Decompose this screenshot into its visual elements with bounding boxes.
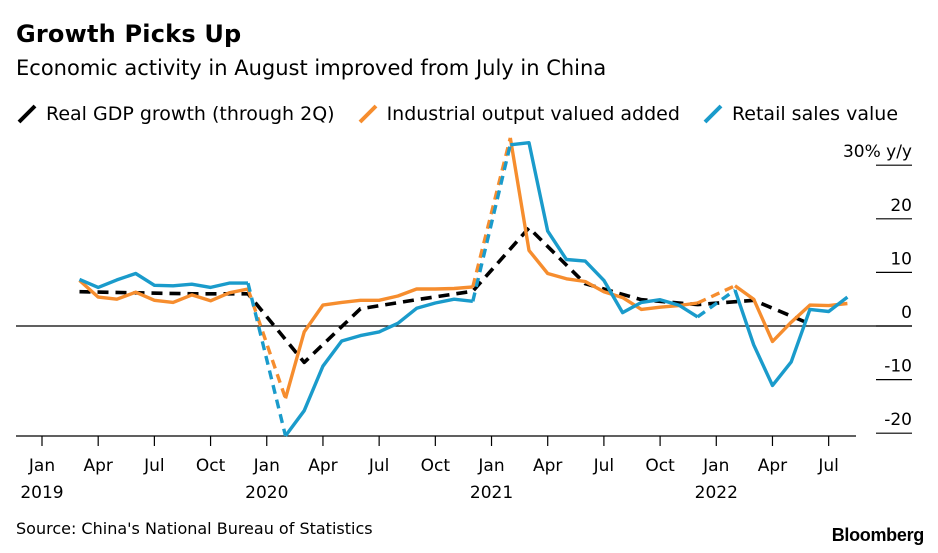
- chart-axes: Jan 2019 Apr Jul Oct Jan 2020 Apr Jul Oct Jan 2021 A…: [16, 142, 912, 503]
- series-line-retail-sales-value-solid-6: [733, 289, 849, 388]
- x-year-label-8: 2021: [470, 483, 513, 503]
- y-tick-label-4: -10: [884, 357, 912, 377]
- series-line-real-gdp-growth: [79, 226, 811, 365]
- x-tick-label-9: Apr: [533, 456, 562, 476]
- x-tick-label-3: Oct: [196, 456, 226, 476]
- x-tick-label-2: Jul: [143, 456, 165, 476]
- legend-item-retail: Retail sales value: [702, 103, 898, 125]
- chart-series: [78, 137, 849, 437]
- x-tick-label-0: Jan: [28, 456, 55, 476]
- legend-item-gdp: Real GDP growth (through 2Q): [16, 103, 335, 125]
- x-tick-label-5: Apr: [308, 456, 337, 476]
- y-tick-label-1: 20: [890, 196, 912, 216]
- x-tick-label-10: Jul: [593, 456, 615, 476]
- x-tick-label-4: Jan: [253, 456, 280, 476]
- x-tick-label-7: Oct: [421, 456, 451, 476]
- series-line-industrial-output-valued-added-dashed-1: [246, 288, 288, 399]
- legend: Real GDP growth (through 2Q) Industrial …: [16, 101, 898, 127]
- series-line-industrial-output-valued-added-solid-2: [283, 285, 473, 399]
- legend-swatch-industrial-icon: [358, 104, 377, 124]
- x-year-label-12: 2022: [695, 483, 738, 503]
- x-tick-label-6: Jul: [368, 456, 390, 476]
- legend-label-gdp: Real GDP growth (through 2Q): [46, 103, 335, 125]
- y-tick-label-5: -20: [884, 410, 912, 430]
- y-tick-label-3: 0: [901, 303, 912, 323]
- series-line-industrial-output-valued-added-solid-4: [508, 137, 698, 312]
- y-tick-label-2: 10: [890, 249, 912, 269]
- series-line-retail-sales-value-dashed-3: [471, 144, 512, 302]
- x-tick-label-12: Jan: [702, 456, 729, 476]
- series-line-industrial-output-valued-added-dashed-5: [696, 284, 736, 305]
- series-line-retail-sales-value-solid-2: [284, 297, 473, 437]
- x-tick-label-8: Jan: [477, 456, 504, 476]
- legend-label-retail: Retail sales value: [731, 103, 899, 125]
- chart-title: Growth Picks Up: [16, 20, 242, 48]
- legend-item-industrial: Industrial output valued added: [357, 103, 680, 125]
- series-line-industrial-output-valued-added-solid-6: [734, 284, 848, 344]
- x-tick-label-14: Jul: [817, 456, 839, 476]
- chart-subtitle: Economic activity in August improved fro…: [16, 56, 607, 80]
- x-tick-label-1: Apr: [83, 456, 112, 476]
- x-tick-label-11: Oct: [645, 456, 675, 476]
- x-year-label-0: 2019: [20, 483, 63, 503]
- series-line-industrial-output-valued-added-dashed-3: [471, 137, 512, 288]
- source-note: Source: China's National Bureau of Stati…: [16, 519, 373, 538]
- x-tick-label-13: Apr: [758, 456, 787, 476]
- series-line-retail-sales-value-dashed-5: [696, 288, 736, 319]
- x-year-label-4: 2020: [245, 483, 288, 503]
- y-tick-label-0: 30% y/y: [843, 142, 912, 162]
- bloomberg-logo: Bloomberg: [831, 525, 925, 545]
- series-line-retail-sales-value-dashed-1: [246, 282, 288, 437]
- legend-swatch-retail-icon: [703, 104, 723, 124]
- legend-label-industrial: Industrial output valued added: [386, 103, 680, 125]
- series-line-retail-sales-value-solid-0: [78, 271, 248, 290]
- series-line-retail-sales-value-solid-4: [510, 141, 699, 319]
- legend-swatch-gdp-icon: [17, 104, 37, 124]
- series-line-industrial-output-valued-added-solid-0: [78, 279, 249, 305]
